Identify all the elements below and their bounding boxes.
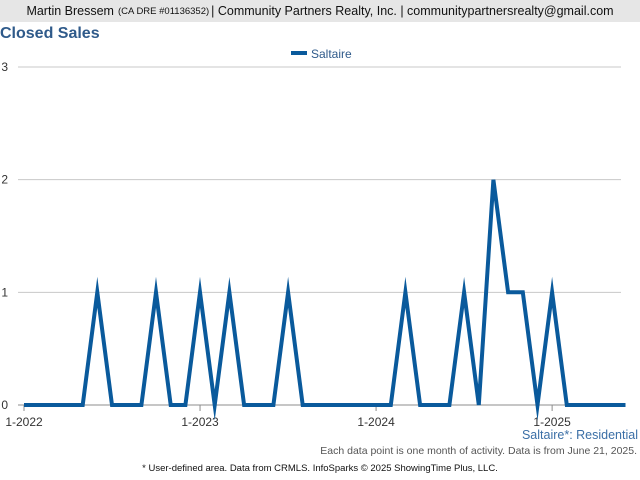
x-tick-label-1-2023: 1-2023 [181, 415, 219, 429]
data-point-12-2024 [535, 403, 539, 407]
series-line-saltaire [24, 179, 626, 421]
data-point-8-2022 [125, 403, 129, 407]
data-point-1-2023 [198, 290, 202, 294]
data-point-7-2023 [286, 290, 290, 294]
data-point-10-2024 [506, 290, 510, 294]
data-point-10-2023 [330, 403, 334, 407]
chart-legend: Saltaire [291, 47, 352, 61]
data-point-6-2023 [271, 403, 275, 407]
x-tick-label-1-2022: 1-2022 [5, 415, 43, 429]
data-point-3-2024 [403, 290, 407, 294]
company-contact: | Community Partners Realty, Inc. | comm… [211, 4, 614, 18]
data-point-6-2024 [447, 403, 451, 407]
agent-name: Martin Bressem [26, 4, 114, 18]
property-type-label: Saltaire*: Residential [521, 428, 638, 442]
agent-dre-number: (CA DRE #01136352) [117, 5, 210, 17]
data-point-9-2023 [315, 403, 319, 407]
data-point-5-2023 [257, 403, 261, 407]
data-point-11-2022 [169, 403, 173, 407]
data-point-5-2024 [433, 403, 437, 407]
agent-header-bar: Martin Bressem (CA DRE #01136352) | Comm… [0, 0, 640, 22]
data-point-7-2024 [462, 290, 466, 294]
data-point-2-2022 [37, 403, 41, 407]
data-point-3-2025 [579, 403, 583, 407]
x-tick-label-1-2025: 1-2025 [533, 415, 571, 429]
data-point-2-2023 [213, 403, 217, 407]
data-point-8-2023 [301, 403, 305, 407]
legend-label-saltaire: Saltaire [311, 47, 352, 61]
data-point-5-2025 [609, 403, 613, 407]
data-point-11-2023 [345, 403, 349, 407]
data-point-2-2025 [565, 403, 569, 407]
data-credit: * User-defined area. Data from CRMLS. In… [142, 463, 498, 474]
x-tick-label-1-2024: 1-2024 [357, 415, 395, 429]
data-point-4-2023 [242, 403, 246, 407]
data-point-3-2023 [227, 290, 231, 294]
data-point-1-2024 [374, 403, 378, 407]
data-point-4-2024 [418, 403, 422, 407]
data-point-9-2022 [139, 403, 143, 407]
data-point-6-2022 [95, 290, 99, 294]
data-point-12-2023 [359, 403, 363, 407]
legend-swatch-saltaire [291, 51, 307, 55]
data-point-1-2025 [550, 290, 554, 294]
y-tick-label-0: 0 [1, 398, 8, 412]
data-point-3-2022 [51, 403, 55, 407]
y-tick-label-2: 2 [1, 173, 8, 187]
data-point-8-2024 [477, 403, 481, 407]
data-note: Each data point is one month of activity… [320, 445, 637, 457]
data-point-4-2022 [66, 403, 70, 407]
chart-title: Closed Sales [0, 25, 100, 42]
data-point-9-2024 [491, 178, 495, 182]
data-point-2-2024 [389, 403, 393, 407]
data-point-5-2022 [81, 403, 85, 407]
data-point-6-2025 [623, 403, 627, 407]
y-tick-label-1: 1 [1, 285, 8, 299]
y-tick-label-3: 3 [1, 60, 8, 74]
data-point-12-2022 [183, 403, 187, 407]
data-point-10-2022 [154, 290, 158, 294]
data-point-1-2022 [22, 403, 26, 407]
data-point-11-2024 [521, 290, 525, 294]
data-point-4-2025 [594, 403, 598, 407]
data-point-7-2022 [110, 403, 114, 407]
